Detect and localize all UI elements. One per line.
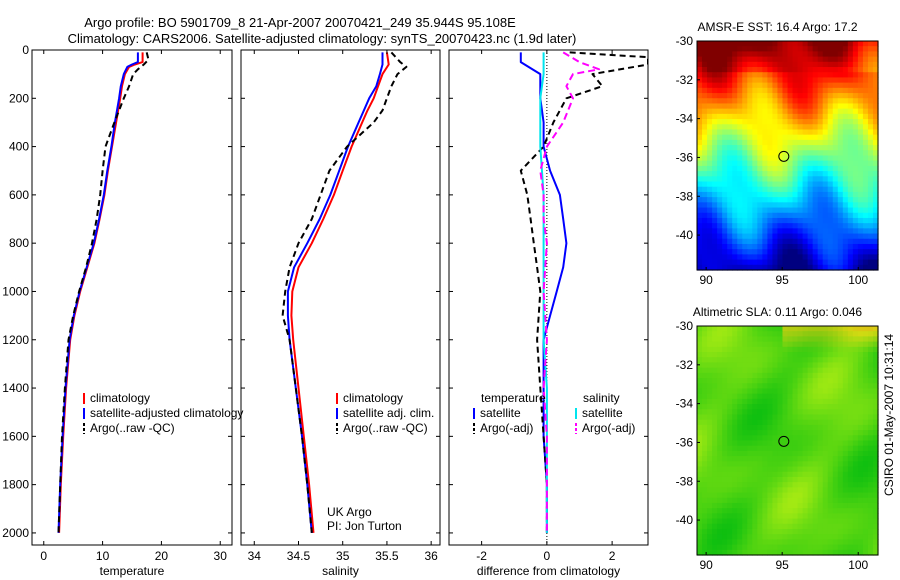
legend-entry: satellite — [480, 406, 521, 420]
map-panel-1: 90 95 100 -30 -32 -34 -36 -38 -40 AMSR-E SST: 16.… — [676, 20, 879, 287]
heatmap-cells — [697, 326, 879, 556]
y-tick-label: 1800 — [2, 478, 29, 492]
x-tick-label: 0 — [40, 549, 47, 563]
legend-entry: climatology — [343, 391, 403, 405]
map-title: Altimetric SLA: 0.11 Argo: 0.046 — [693, 305, 863, 319]
y-tick-label: 2000 — [2, 526, 29, 540]
x-tick-label: 95 — [775, 558, 789, 572]
figure-title-line2: Climatology: CARS2006. Satellite-adjuste… — [68, 31, 577, 46]
legend-entry: Argo(..raw -QC) — [90, 421, 175, 435]
legend-entry: satellite — [582, 406, 623, 420]
x-axis-label: salinity — [322, 564, 359, 578]
y-tick-label: -32 — [676, 358, 694, 372]
y-tick-label: 0 — [22, 43, 29, 57]
series-line — [539, 51, 601, 533]
series-line — [286, 52, 384, 533]
map-frame — [696, 40, 879, 271]
plot-frame — [448, 49, 649, 546]
x-tick-label: 100 — [848, 558, 868, 572]
plot-frame — [240, 49, 441, 546]
figure-title-line1: Argo profile: BO 5901709_8 21-Apr-2007 2… — [84, 15, 516, 30]
series-group — [281, 51, 408, 533]
x-tick-label: 100 — [848, 273, 868, 287]
side-label: CSIRO 01-May-2007 10:31:14 — [882, 334, 896, 496]
series-group — [57, 52, 150, 533]
series-line — [57, 52, 150, 533]
legend-entry: Argo(-adj) — [480, 421, 533, 435]
map-frame — [696, 325, 879, 556]
y-tick-label: 200 — [9, 91, 29, 105]
x-tick-label: 95 — [775, 273, 789, 287]
y-tick-label: -36 — [676, 435, 694, 449]
argo-position-marker — [778, 435, 790, 447]
series-line — [57, 52, 139, 533]
legend-entry: satellite adj. clim. — [343, 406, 434, 420]
series-line — [290, 52, 390, 533]
profile-panel-2: 34 34.5 35 35.5 36 salinity climatologysatelli… — [240, 49, 441, 578]
y-tick-label: -40 — [676, 228, 694, 242]
y-tick-label: -30 — [676, 34, 694, 48]
x-axis-label: temperature — [100, 564, 165, 578]
y-tick-label: 1000 — [2, 284, 29, 298]
y-tick-label: 400 — [9, 140, 29, 154]
y-tick-label: -38 — [676, 474, 694, 488]
legend-entry: satellite-adjusted climatology — [90, 406, 243, 420]
x-tick-label: 90 — [699, 558, 713, 572]
profile-panel-1: 0 10 20 30 temperature 0 200 400 600 800 1000 1200 1… — [2, 43, 243, 578]
legend-entry: Argo(..raw -QC) — [343, 421, 428, 435]
y-tick-label: -32 — [676, 73, 694, 87]
legend-heading: temperature — [481, 391, 546, 405]
y-tick-label: -38 — [676, 189, 694, 203]
x-tick-label: 35.5 — [375, 549, 399, 563]
y-tick-label: 1600 — [2, 429, 29, 443]
x-tick-label: 10 — [96, 549, 110, 563]
legend-entry: climatology — [90, 391, 150, 405]
x-tick-label: 90 — [699, 273, 713, 287]
x-tick-label: 34 — [248, 549, 262, 563]
x-tick-label: 30 — [214, 549, 228, 563]
x-tick-label: 36 — [424, 549, 438, 563]
legend-entry: Argo(-adj) — [582, 421, 635, 435]
y-tick-label: -36 — [676, 150, 694, 164]
x-tick-label: -2 — [476, 549, 487, 563]
y-tick-label: -40 — [676, 513, 694, 527]
x-axis-label: difference from climatology — [477, 564, 620, 578]
panels-layer: 0 10 20 30temperature0200400600800100012001… — [2, 20, 879, 578]
series-line — [519, 51, 648, 533]
y-tick-label: 1200 — [2, 333, 29, 347]
plot-frame — [31, 49, 233, 546]
y-tick-label: -34 — [676, 397, 694, 411]
x-tick-label: 0 — [544, 549, 551, 563]
x-tick-label: 35 — [336, 549, 350, 563]
series-line — [281, 51, 408, 533]
series-group — [519, 51, 648, 533]
map-panel-2: 90 95 100 -30 -32 -34 -36 -38 -40 Altimetric SLA:… — [676, 305, 879, 572]
panel-annotation: PI: Jon Turton — [327, 519, 402, 533]
y-tick-label: -30 — [676, 319, 694, 333]
legend-heading: salinity — [583, 391, 620, 405]
heatmap-cells — [697, 41, 879, 271]
x-tick-label: 2 — [609, 549, 616, 563]
map-title: AMSR-E SST: 16.4 Argo: 17.2 — [697, 20, 857, 34]
y-tick-label: 600 — [9, 188, 29, 202]
y-tick-label: 1400 — [2, 381, 29, 395]
y-tick-label: 800 — [9, 236, 29, 250]
series-line — [539, 52, 548, 533]
argo-position-marker — [778, 150, 790, 162]
series-line — [58, 52, 144, 533]
x-tick-label: 34.5 — [287, 549, 311, 563]
y-tick-label: -34 — [676, 112, 694, 126]
panel-annotation: UK Argo — [327, 505, 372, 519]
x-tick-label: 20 — [155, 549, 169, 563]
